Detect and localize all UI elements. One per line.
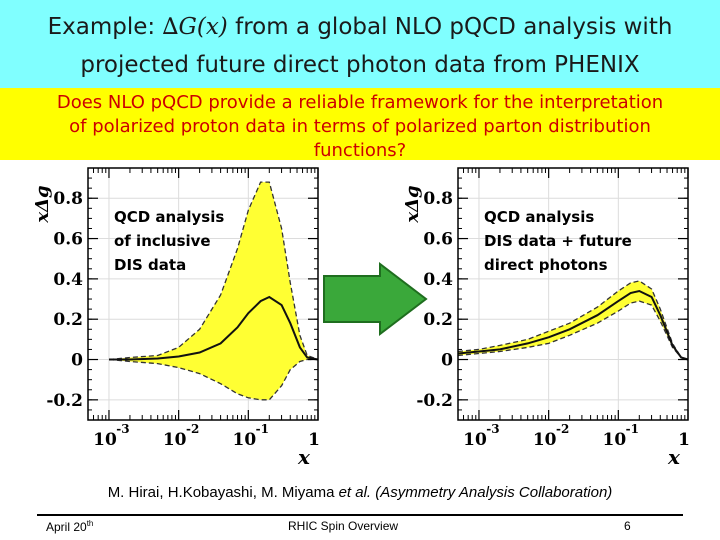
x-tick-label: 10 [163,430,187,450]
band-upper-edge [457,280,689,361]
chart-annotation-line: DIS data + future [484,232,632,250]
footer-date-text: April 20 [46,520,87,534]
y-tick-label: 0.2 [423,310,453,330]
y-tick-label: 0 [71,351,83,371]
y-axis-label: xΔg [402,185,423,223]
x-tick-exponent: -2 [556,422,569,436]
chart-annotation-line: direct photons [484,256,608,274]
title-bar: Example: ∆G(x) from a global NLO pQCD an… [0,0,720,100]
question-line-2: of polarized proton data in terms of pol… [69,116,651,137]
credit-etal: et al. [338,484,372,501]
question-line-1: Does NLO pQCD provide a reliable framewo… [56,92,664,113]
slide-title-line-2: projected future direct photon data from… [80,52,640,78]
y-tick-label: 0.8 [53,189,83,209]
y-tick-label: 0.4 [53,270,83,290]
chart-dis-plus-photons: 10 -3 10 -2 10 -1 1 -0.2 0 0.2 0.4 0.6 0.8 x xΔg QCD an… [400,160,700,465]
chart-annotation-line: DIS data [114,256,186,274]
footer-date: April 20th [46,519,93,534]
credit-authors: M. Hirai, H.Kobayashi, M. Miyama [107,484,339,501]
x-tick-label: 10 [533,430,557,450]
credit-collaboration: (Asymmetry Analysis Collaboration) [371,484,613,501]
uncertainty-band [458,280,688,360]
footer-date-sup: th [86,519,94,528]
x-tick-label: 10 [463,430,487,450]
chart-annotation-line: QCD analysis [114,208,224,226]
x-tick-label: 1 [678,430,690,450]
x-tick-label: 10 [602,430,626,450]
y-tick-label: 0.6 [423,230,453,250]
y-tick-label: 0 [441,351,453,371]
slide-title-line-1: Example: ∆G(x) from a global NLO pQCD an… [0,14,720,40]
x-tick-exponent: -2 [186,422,199,436]
chart-annotation-line: QCD analysis [484,208,594,226]
question-banner: Does NLO pQCD provide a reliable framewo… [0,88,720,161]
right-arrow-icon [323,262,428,336]
central-curve [457,289,689,361]
y-axis-label: xΔg [32,185,53,223]
y-tick-label: 0.8 [423,189,453,209]
x-axis-label: x [667,445,681,465]
x-tick-exponent: -1 [256,422,269,436]
chart-dis-only: 10 -3 10 -2 10 -1 1 -0.2 0 0.2 0.4 0.6 0.8 x xΔg QCD an… [30,160,330,465]
band-lower-edge [457,300,689,361]
footer-divider [37,514,683,516]
uncertainty-band [109,182,318,400]
x-tick-exponent: -3 [116,422,129,436]
question-line-3: functions? [313,140,407,161]
x-axis-label: x [297,445,311,465]
y-tick-label: 0.2 [53,310,83,330]
x-tick-label: 10 [232,430,256,450]
x-tick-label: 1 [308,430,320,450]
central-curve [109,295,319,361]
y-tick-label: -0.2 [46,391,83,411]
x-tick-exponent: -3 [486,422,499,436]
credit-line: M. Hirai, H.Kobayashi, M. Miyama et al. … [0,484,720,501]
band-upper-edge [108,181,319,361]
title-symbol: ∆G(x) [162,14,228,40]
chart-annotation-line: of inclusive [114,232,211,250]
y-tick-label: 0.6 [53,230,83,250]
y-tick-label: -0.2 [416,391,453,411]
plot-frame [457,167,689,421]
x-tick-label: 10 [93,430,117,450]
footer-page-number: 6 [624,519,631,533]
x-tick-exponent: -1 [626,422,639,436]
title-prefix: Example: [47,14,163,40]
title-rest: from a global NLO pQCD analysis with [227,14,673,40]
y-tick-label: 0.4 [423,270,453,290]
plot-frame [87,167,319,421]
footer-title: RHIC Spin Overview [288,519,399,533]
band-lower-edge [108,358,318,401]
